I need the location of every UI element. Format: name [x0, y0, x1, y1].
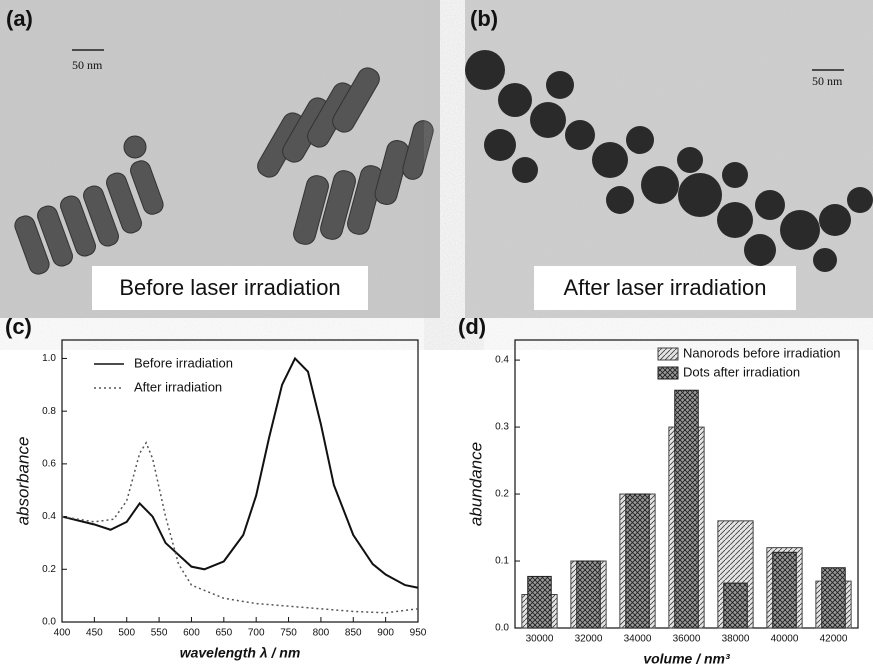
x-tick-label: 30000 [526, 634, 554, 645]
y-tick-label: 0.2 [42, 564, 56, 575]
bar [773, 552, 797, 628]
legend-label: Dots after irradiation [683, 364, 800, 379]
x-tick-label: 36000 [673, 634, 701, 645]
y-tick-label: 1.0 [42, 353, 56, 364]
bar [822, 568, 846, 628]
y-tick-label: 0.1 [495, 556, 509, 567]
y-axis-label: abundance [466, 442, 485, 526]
x-tick-label: 500 [118, 628, 135, 639]
panel-label: (b) [470, 6, 498, 31]
x-tick-label: 950 [410, 628, 427, 639]
x-tick-label: 32000 [575, 634, 603, 645]
scale-label: 50 nm [72, 58, 103, 72]
x-tick-label: 750 [280, 628, 297, 639]
x-axis-label: wavelength λ / nm [180, 645, 301, 661]
x-tick-label: 850 [345, 628, 362, 639]
panel-label: (a) [6, 6, 33, 31]
y-axis-label: absorbance [13, 437, 32, 526]
tem-image-b [465, 0, 873, 318]
x-tick-label: 40000 [771, 634, 799, 645]
x-axis-label: volume / nm³ [643, 651, 730, 667]
data-line [62, 358, 418, 587]
x-tick-label: 700 [248, 628, 265, 639]
x-tick-label: 650 [215, 628, 232, 639]
x-tick-label: 800 [313, 628, 330, 639]
x-tick-label: 38000 [722, 634, 750, 645]
bar [626, 494, 650, 628]
legend-label: Before irradiation [134, 355, 233, 370]
image-caption: After laser irradiation [564, 275, 767, 300]
y-tick-label: 0.4 [42, 511, 56, 522]
x-tick-label: 42000 [820, 634, 848, 645]
x-tick-label: 600 [183, 628, 200, 639]
x-tick-label: 900 [377, 628, 394, 639]
figure: (a) 50 nm Before laser irradiation (b) 5… [0, 0, 873, 670]
panel-label: (c) [5, 314, 32, 339]
x-tick-label: 550 [151, 628, 168, 639]
y-tick-label: 0.6 [42, 459, 56, 470]
bar [724, 583, 748, 628]
x-tick-label: 450 [86, 628, 103, 639]
x-tick-label: 34000 [624, 634, 652, 645]
bar [675, 390, 699, 628]
image-caption: Before laser irradiation [119, 275, 340, 300]
bar [528, 576, 552, 628]
y-tick-label: 0.8 [42, 406, 56, 417]
legend-label: After irradiation [134, 379, 222, 394]
plot-frame [62, 340, 418, 622]
y-tick-label: 0.2 [495, 489, 509, 500]
panel-label: (d) [458, 314, 486, 339]
tem-image-a [0, 0, 440, 318]
y-tick-label: 0.4 [495, 355, 509, 366]
legend-swatch [658, 348, 678, 360]
y-tick-label: 0.0 [495, 623, 509, 634]
y-tick-label: 0.0 [42, 617, 56, 628]
scale-label: 50 nm [812, 74, 843, 88]
legend-swatch [658, 367, 678, 379]
bar [577, 561, 601, 628]
x-tick-label: 400 [54, 628, 71, 639]
y-tick-label: 0.3 [495, 422, 509, 433]
legend-label: Nanorods before irradiation [683, 345, 841, 360]
